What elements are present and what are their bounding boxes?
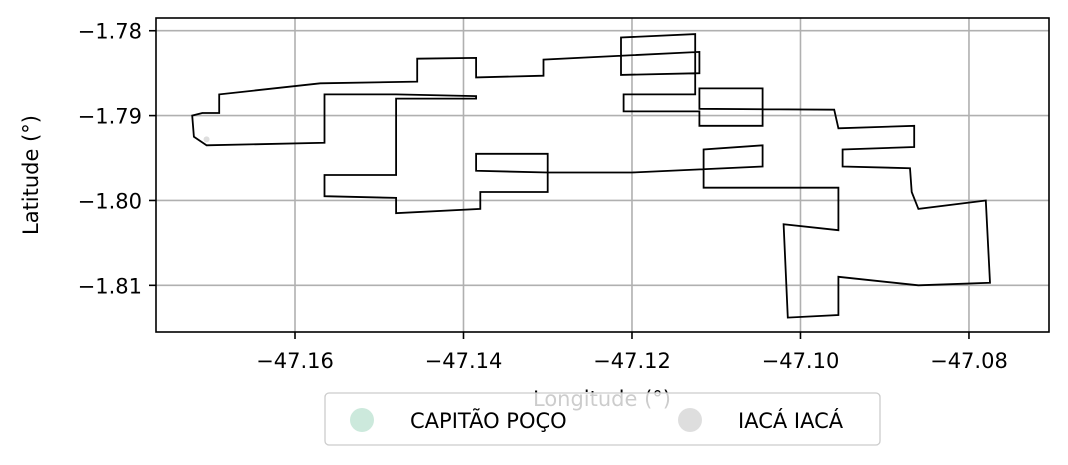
x-tick-label: −47.14 bbox=[425, 349, 503, 373]
y-tick-label: −1.79 bbox=[78, 105, 142, 129]
map-marker bbox=[203, 136, 210, 143]
legend-marker bbox=[678, 408, 702, 432]
x-axis-ticks: −47.16 −47.14 −47.12 −47.10 −47.08 bbox=[256, 332, 1008, 373]
boundary-layer bbox=[191, 33, 991, 319]
x-tick-label: −47.12 bbox=[593, 349, 671, 373]
legend: CAPITÃO POÇO IACÁ IACÁ bbox=[324, 392, 881, 446]
legend-label: IACÁ IACÁ bbox=[738, 408, 844, 433]
x-tick-label: −47.08 bbox=[930, 349, 1008, 373]
y-tick-label: −1.78 bbox=[78, 20, 142, 44]
marker-layer bbox=[203, 136, 210, 143]
legend-frame bbox=[324, 392, 881, 446]
x-tick-label: −47.10 bbox=[762, 349, 840, 373]
x-tick-label: −47.16 bbox=[256, 349, 334, 373]
legend-items: CAPITÃO POÇO IACÁ IACÁ bbox=[350, 407, 844, 433]
y-axis-label: Latitude (°) bbox=[19, 115, 43, 235]
municipality-boundary bbox=[191, 33, 991, 319]
y-tick-label: −1.81 bbox=[78, 274, 142, 298]
legend-marker bbox=[350, 408, 374, 432]
y-tick-label: −1.80 bbox=[78, 189, 142, 213]
legend-label: CAPITÃO POÇO bbox=[410, 407, 567, 433]
plot-frame bbox=[155, 17, 1050, 333]
y-axis-ticks: −1.78 −1.79 −1.80 −1.81 bbox=[78, 20, 156, 298]
grid bbox=[156, 18, 1049, 332]
